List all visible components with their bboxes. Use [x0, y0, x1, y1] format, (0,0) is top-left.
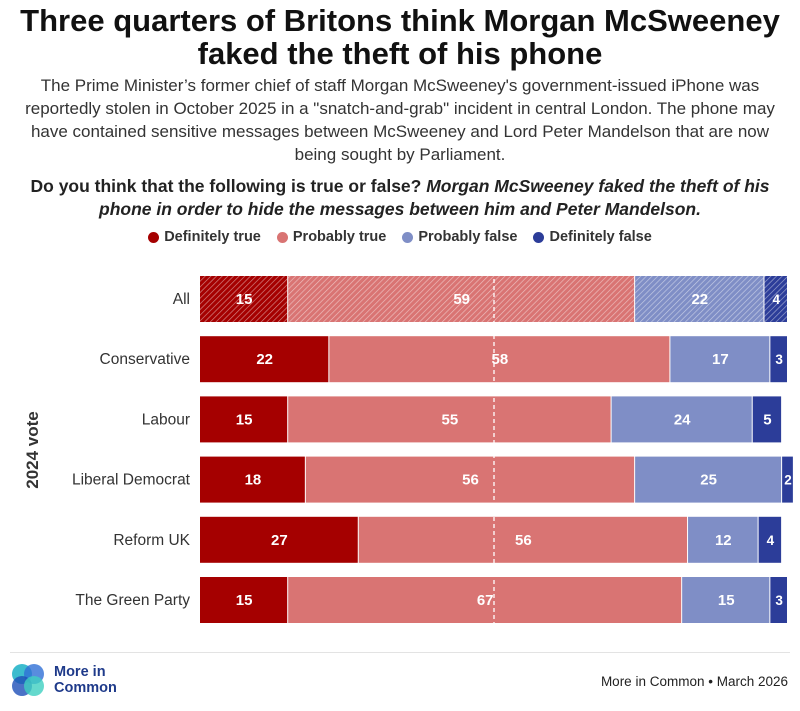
data-label-conservative-probably-false: 17: [712, 351, 729, 368]
bar-conservative-definitely-true: [200, 336, 329, 383]
logo-line-1: More in: [54, 664, 106, 680]
bar-conservative-probably-true: [329, 336, 670, 383]
legend-swatch-definitely-false: [533, 231, 545, 243]
data-label-the-green-party-definitely-false: 3: [775, 593, 783, 608]
data-label-reform-uk-probably-true: 56: [515, 532, 532, 549]
question-statement: Morgan McSweeney faked the theft of his …: [99, 176, 770, 219]
data-label-labour-probably-false: 24: [674, 411, 691, 428]
chart-title: Three quarters of Britons think Morgan M…: [20, 3, 780, 71]
footer-divider: [10, 652, 790, 653]
data-label-the-green-party-probably-true: 67: [477, 592, 494, 609]
bar-conservative-probably-false: [670, 336, 770, 383]
bar-the-green-party-definitely-true: [200, 577, 288, 623]
bar-liberal-democrat-probably-false: [635, 456, 782, 503]
bar-labour-definitely-true: [200, 396, 288, 443]
data-label-all-definitely-true: 15: [236, 291, 253, 308]
data-label-liberal-democrat-definitely-true: 18: [245, 472, 262, 489]
question-text: Do you think that the following is true …: [30, 176, 422, 196]
bar-hatch-all-probably-true: [288, 276, 635, 322]
category-label-labour: Labour: [142, 411, 190, 428]
bar-reform-uk-probably-true: [358, 516, 688, 563]
legend-item-probably-false: Probably false: [402, 229, 517, 245]
legend-item-definitely-false: Definitely false: [533, 229, 652, 245]
bar-labour-probably-true: [288, 396, 611, 443]
source-credit: More in Common • March 2026: [600, 674, 788, 689]
bar-liberal-democrat-definitely-true: [200, 456, 305, 503]
survey-question: Do you think that the following is true …: [10, 175, 790, 221]
data-label-conservative-definitely-true: 22: [256, 351, 273, 368]
data-label-liberal-democrat-probably-false: 25: [700, 472, 717, 489]
legend-swatch-probably-true: [276, 231, 288, 243]
data-label-all-definitely-false: 4: [772, 292, 780, 307]
bar-labour-definitely-false: [752, 396, 782, 443]
bar-reform-uk-definitely-false: [758, 516, 782, 563]
legend-item-definitely-true: Definitely true: [148, 229, 261, 245]
legend-swatch-definitely-true: [148, 231, 160, 243]
bar-the-green-party-definitely-false: [770, 577, 787, 623]
legend-item-probably-true: Probably true: [276, 229, 387, 245]
bar-labour-probably-false: [611, 396, 752, 443]
bar-the-green-party-probably-true: [288, 577, 682, 623]
bar-reform-uk-probably-false: [688, 516, 758, 563]
data-label-reform-uk-definitely-true: 27: [271, 532, 288, 549]
bar-liberal-democrat-definitely-false: [782, 456, 793, 503]
legend-label: Definitely false: [549, 229, 652, 245]
data-label-labour-probably-true: 55: [442, 411, 459, 428]
data-label-the-green-party-probably-false: 15: [718, 592, 735, 609]
data-label-liberal-democrat-definitely-false: 2: [784, 473, 792, 488]
data-label-labour-definitely-true: 15: [236, 411, 253, 428]
bar-the-green-party-probably-false: [682, 577, 770, 623]
category-label-reform-uk: Reform UK: [113, 532, 190, 549]
category-label-liberal-democrat: Liberal Democrat: [72, 472, 191, 489]
more-in-common-logo[interactable]: More in Common: [10, 662, 117, 698]
logo-wordmark: More in Common: [54, 664, 117, 696]
bar-reform-uk-definitely-true: [200, 516, 358, 563]
chart-subtitle: The Prime Minister’s former chief of sta…: [25, 76, 775, 164]
legend-label: Probably false: [418, 229, 518, 245]
bar-liberal-democrat-probably-true: [305, 456, 635, 503]
bar-conservative-definitely-false: [770, 336, 787, 383]
bar-hatch-all-definitely-true: [200, 276, 288, 322]
data-label-conservative-definitely-false: 3: [775, 352, 783, 367]
data-label-liberal-democrat-probably-true: 56: [462, 472, 479, 489]
data-label-the-green-party-definitely-true: 15: [236, 592, 253, 609]
category-label-the-green-party: The Green Party: [75, 592, 190, 609]
legend-label: Definitely true: [164, 229, 261, 245]
data-label-reform-uk-probably-false: 12: [715, 532, 732, 549]
logo-circles-icon: [12, 664, 44, 696]
legend-label: Probably true: [292, 229, 387, 245]
data-label-all-probably-false: 22: [691, 291, 708, 308]
data-label-reform-uk-definitely-false: 4: [767, 533, 775, 548]
chart-legend: Definitely true Probably true Probably fal…: [0, 229, 800, 245]
data-label-labour-definitely-false: 5: [763, 411, 771, 428]
category-label-conservative: Conservative: [100, 351, 190, 368]
data-label-all-probably-true: 59: [453, 291, 470, 308]
logo-line-2: Common: [54, 680, 117, 696]
category-label-all: All: [173, 291, 190, 308]
bar-hatch-all-definitely-false: [764, 276, 787, 322]
data-label-conservative-probably-true: 58: [492, 351, 509, 368]
legend-swatch-probably-false: [402, 231, 414, 243]
bar-hatch-all-probably-false: [635, 276, 764, 322]
